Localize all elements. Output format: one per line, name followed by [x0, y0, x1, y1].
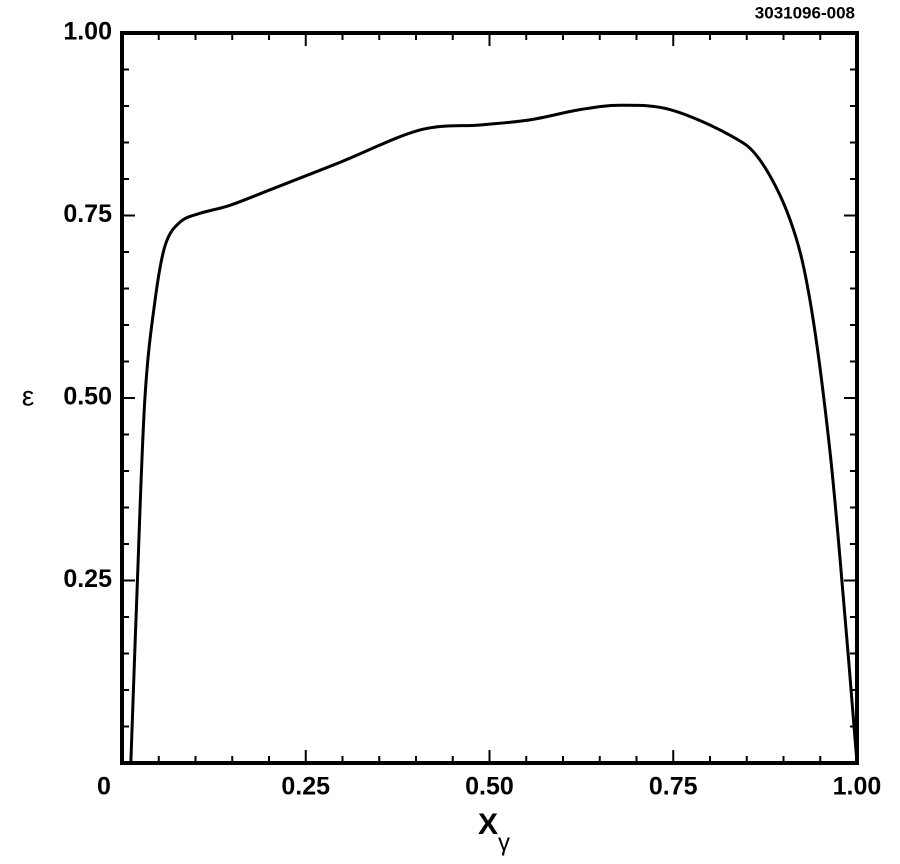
- x-tick-label: 0: [97, 773, 111, 801]
- y-tick-label: 0.25: [63, 565, 112, 593]
- x-tick-label: 0.50: [465, 773, 514, 801]
- y-axis-label: ε: [22, 380, 34, 411]
- y-tick-label: 0.75: [63, 200, 112, 228]
- plot-frame: [120, 31, 859, 765]
- y-tick-label: 1.00: [63, 18, 112, 46]
- x-axis-label: X: [478, 808, 498, 841]
- x-axis-label-subscript: γ: [498, 829, 510, 856]
- x-tick-label: 1.00: [833, 773, 882, 801]
- y-tick-label: 0.50: [63, 383, 112, 411]
- efficiency-curve: [129, 103, 859, 764]
- x-tick-label: 0.75: [649, 773, 698, 801]
- figure-id: 3031096-008: [755, 3, 855, 22]
- x-tick-label: 0.25: [281, 773, 330, 801]
